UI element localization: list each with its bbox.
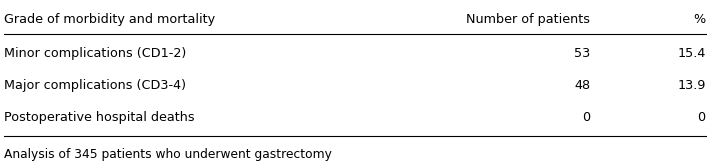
Text: %: % [694, 13, 706, 26]
Text: Number of patients: Number of patients [467, 13, 590, 26]
Text: Grade of morbidity and mortality: Grade of morbidity and mortality [4, 13, 215, 26]
Text: 48: 48 [574, 79, 590, 92]
Text: Analysis of 345 patients who underwent gastrectomy: Analysis of 345 patients who underwent g… [4, 148, 332, 161]
Text: 0: 0 [583, 111, 590, 124]
Text: Major complications (CD3-4): Major complications (CD3-4) [4, 79, 185, 92]
Text: 0: 0 [698, 111, 706, 124]
Text: 13.9: 13.9 [677, 79, 706, 92]
Text: 15.4: 15.4 [677, 47, 706, 60]
Text: Postoperative hospital deaths: Postoperative hospital deaths [4, 111, 194, 124]
Text: 53: 53 [574, 47, 590, 60]
Text: Minor complications (CD1-2): Minor complications (CD1-2) [4, 47, 186, 60]
